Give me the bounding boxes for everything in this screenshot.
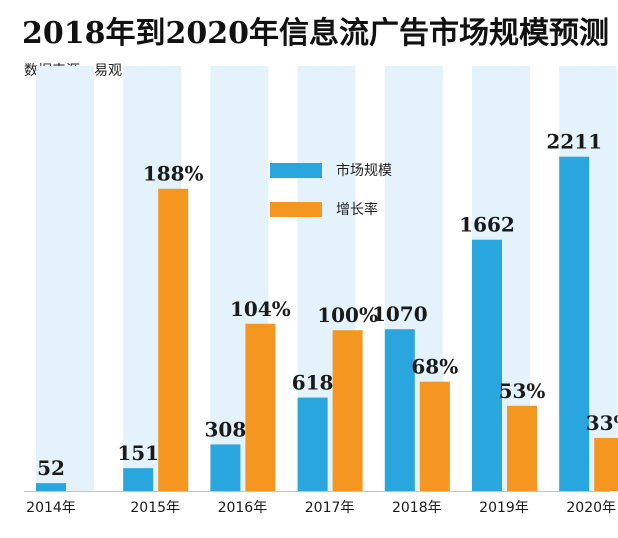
legend-swatch-scale [270, 162, 322, 178]
category-label-2: 2016年 [218, 500, 268, 516]
category-label-1: 2015年 [130, 500, 180, 516]
bar-growth-1 [158, 188, 189, 491]
bar-growth-2 [245, 323, 276, 491]
legend-item-growth: 增长率 [270, 199, 392, 219]
legend-label-scale: 市场规模 [336, 163, 392, 179]
legend: 市场规模 增长率 [270, 160, 392, 238]
chart-title: 2018年到2020年信息流广告市场规模预测 [22, 16, 609, 51]
label-growth-1: 188% [143, 162, 204, 186]
bar-scale-2 [210, 444, 241, 491]
label-scale-1: 151 [117, 441, 159, 465]
category-label-4: 2018年 [392, 500, 442, 516]
bar-growth-5 [507, 405, 537, 491]
category-column-bg [36, 66, 94, 491]
label-growth-3: 100% [317, 303, 378, 327]
bar-growth-4 [419, 381, 450, 491]
category-label-5: 2019年 [479, 500, 529, 516]
bar-scale-0 [36, 483, 66, 491]
bar-scale-1 [123, 468, 154, 491]
legend-label-growth: 增长率 [336, 202, 378, 218]
bar-scale-6 [559, 156, 590, 492]
label-scale-4: 1070 [372, 302, 428, 326]
bar-scale-5 [472, 239, 502, 491]
label-scale-3: 618 [292, 371, 334, 395]
label-scale-6: 2211 [546, 130, 602, 154]
label-scale-5: 1662 [459, 213, 515, 237]
bar-scale-3 [297, 397, 328, 491]
category-label-6: 2020年 [566, 500, 616, 516]
bar-growth-6 [594, 437, 618, 491]
label-growth-2: 104% [230, 297, 291, 321]
label-growth-4: 68% [411, 355, 458, 379]
legend-item-scale: 市场规模 [270, 160, 392, 180]
legend-swatch-growth [270, 201, 322, 217]
bar-growth-3 [332, 330, 363, 491]
label-scale-2: 308 [205, 417, 247, 441]
label-growth-6: 33% [586, 411, 618, 435]
label-growth-5: 53% [499, 379, 546, 403]
bar-scale-4 [384, 329, 415, 491]
label-scale-0: 52 [37, 456, 65, 480]
category-label-0: 2014年 [26, 500, 76, 516]
category-label-3: 2017年 [305, 500, 355, 516]
